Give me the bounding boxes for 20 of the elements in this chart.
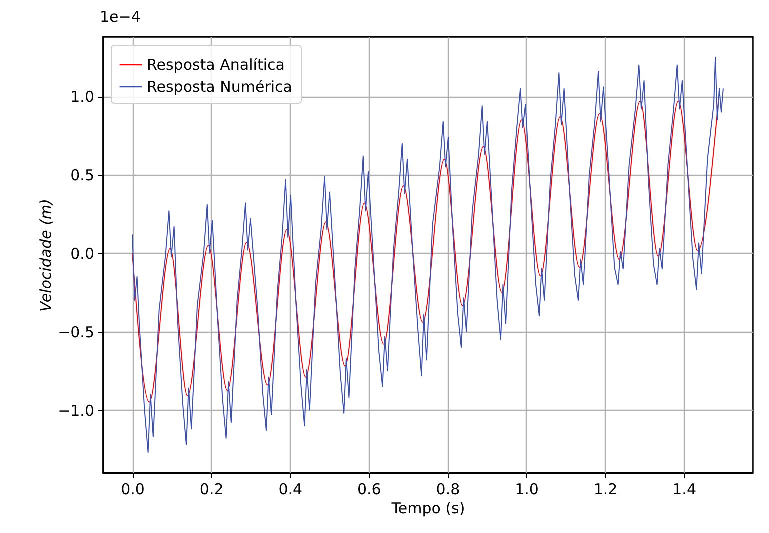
y-tick-label: 0.5 <box>70 166 94 185</box>
x-tick-label: 1.4 <box>672 480 696 498</box>
y-tick-label: 0.0 <box>70 244 94 263</box>
y-tick-label: −1.0 <box>58 402 94 420</box>
x-tick-label: 0.6 <box>357 480 382 498</box>
y-axis-title: Velocidade (m) <box>37 199 56 312</box>
line-series <box>132 99 720 403</box>
x-tick-label: 1.0 <box>515 480 539 498</box>
line-series <box>132 56 724 454</box>
text: 1e−4 <box>100 8 141 26</box>
y-tick-label: −0.5 <box>58 323 94 342</box>
x-tick-label: 0.0 <box>121 480 145 498</box>
x-tick-label: 0.2 <box>200 480 224 498</box>
y-tick-label: 1.0 <box>70 88 94 106</box>
x-tick-label: 1.2 <box>594 480 618 498</box>
legend-label: Resposta Numérica <box>147 78 292 96</box>
x-axis-title: Tempo (s) <box>390 500 466 518</box>
legend-label: Resposta Analítica <box>147 56 285 74</box>
x-tick-label: 0.4 <box>278 480 303 498</box>
x-tick-label: 0.8 <box>436 480 460 498</box>
